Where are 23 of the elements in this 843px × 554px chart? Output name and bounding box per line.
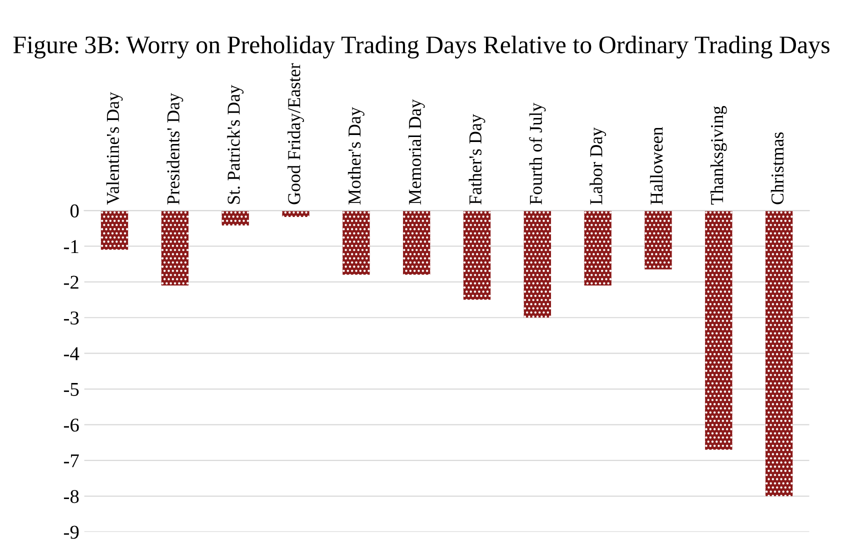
x-tick-label: Thanksgiving [710,106,727,205]
x-tick-label: Christmas [770,132,784,204]
x-tick-label: Presidents' Day [166,92,184,204]
y-tick-label: 0 [70,204,79,218]
x-tick-label: Fourth of July [529,102,546,204]
y-tick-label: -4 [64,347,80,360]
x-tick-label: Father's Day [468,114,486,204]
x-tick-label: Labor Day [590,127,606,204]
y-tick-label: -3 [64,311,79,325]
y-tick-label: -1 [64,240,78,253]
x-tick-label: Mother's Day [348,107,364,204]
y-tick-label: -9 [64,526,79,539]
y-tick-label: -5 [64,383,79,396]
y-tick-label: -7 [64,454,79,468]
x-tick-label: St. Patrick's Day [227,84,244,204]
x-tick-label: Memorial Day [408,99,425,204]
y-tick-label: -6 [64,418,79,432]
x-tick-label: Valentine's Day [106,92,123,205]
y-tick-label: -8 [64,490,79,504]
y-tick-label: -2 [64,276,78,289]
x-tick-label: Halloween [650,127,663,204]
chart-title: Figure 3B: Worry on Preholiday Trading Days Relative to Ordinary Trading Days [13,36,830,58]
x-tick-label: Good Friday/Easter [288,63,304,204]
